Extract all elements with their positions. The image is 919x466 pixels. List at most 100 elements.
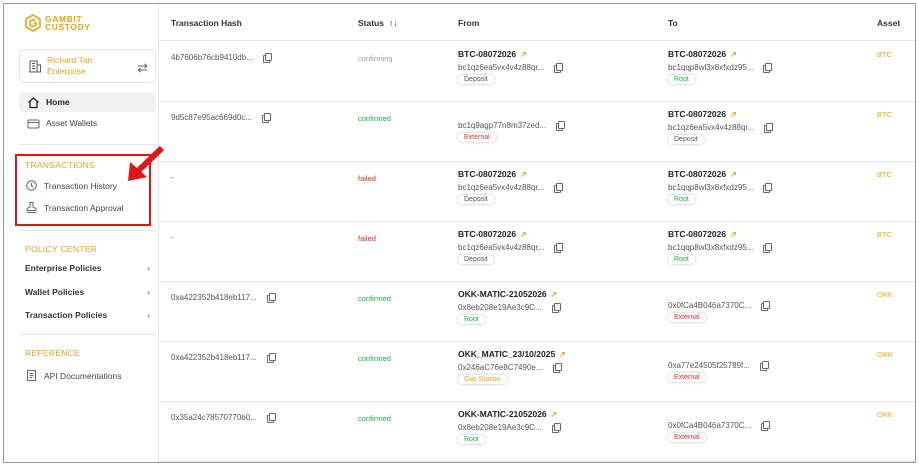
annotation-arrow-icon — [128, 145, 165, 181]
to-address: 0xa77e24505f25789f... — [668, 361, 769, 371]
sort-icon[interactable]: ↑↓ — [388, 18, 398, 28]
copy-icon[interactable] — [761, 421, 771, 431]
to-wallet-name[interactable]: BTC-08072026 ↗ — [668, 229, 771, 239]
copy-icon[interactable] — [554, 183, 564, 193]
copy-icon[interactable] — [554, 63, 564, 73]
copy-icon[interactable] — [554, 243, 564, 253]
switch-org-icon[interactable]: ⇄ — [137, 60, 148, 75]
external-link-icon[interactable]: ↗ — [559, 349, 566, 359]
from-address-text: bc1qz6ea5vx4v4z88qr... — [458, 243, 545, 252]
to-wallet-name[interactable]: BTC-08072026 ↗ — [668, 169, 771, 179]
from-address-text: bc1qz6ea5vx4v4z88qr... — [458, 63, 545, 72]
copy-icon[interactable] — [266, 413, 276, 423]
transaction-hash-text: 9d5c87e95ac669d0c... — [171, 113, 252, 122]
from-address: bc1q9agp77n8m37zed... — [458, 121, 566, 131]
transaction-hash-text: - — [171, 173, 174, 182]
from-address: 0x8eb208e19Ae3c9C... — [458, 423, 561, 433]
from-wallet-name[interactable]: OKK_MATIC_23/10/2025 ↗ — [458, 349, 566, 359]
copy-icon[interactable] — [763, 243, 773, 253]
chevron-right-icon: › — [147, 287, 150, 297]
asset-label: BTC — [877, 170, 892, 179]
header-transaction-hash: Transaction Hash — [171, 18, 242, 28]
nav-transaction-approval[interactable]: Transaction Approval — [25, 201, 124, 214]
to-address-text: 0xa77e24505f25789f... — [668, 361, 750, 370]
header-asset: Asset — [877, 18, 901, 28]
asset-label: BTC — [877, 230, 892, 239]
to-wallet-name[interactable]: BTC-08072026 ↗ — [668, 109, 772, 119]
table-row[interactable]: - failed BTC-08072026 ↗ bc1qz6ea5vx4v4z88qr.… — [159, 222, 915, 282]
transaction-hash-text: 0x35a24c78570770b0... — [171, 413, 257, 422]
from-address-text: bc1q9agp77n8m37zed... — [458, 121, 547, 130]
transaction-policies-label: Transaction Policies — [25, 310, 108, 320]
org-switcher[interactable]: Richard Tan Enterprise ⇄ — [19, 49, 156, 83]
table-row[interactable]: 0x35a24c78570770b0... confirmed OKK-MATIC-… — [159, 402, 915, 462]
copy-icon[interactable] — [261, 113, 271, 123]
wallet-icon — [27, 119, 40, 128]
status-badge: failed — [358, 174, 376, 183]
table-row[interactable]: - failed BTC-08072026 ↗ bc1qz6ea5vx4v4z88qr.… — [159, 162, 915, 222]
external-link-icon[interactable]: ↗ — [730, 109, 737, 119]
table-row[interactable]: 4b7606b76cb9410db... confirming BTC-080720… — [159, 42, 915, 102]
external-link-icon[interactable]: ↗ — [730, 49, 737, 59]
from-wallet-name[interactable]: BTC-08072026 ↗ — [458, 49, 562, 59]
table-row[interactable]: 0xa422352b418eb117... confirmed OKK-MATIC-… — [159, 282, 915, 342]
nav-wallet-policies[interactable]: Wallet Policies › — [25, 287, 150, 297]
copy-icon[interactable] — [759, 361, 769, 371]
to-address-text: bc1qqp8wl3x8xfxdz95... — [668, 243, 754, 252]
copy-icon[interactable] — [262, 53, 272, 63]
header-from: From — [458, 18, 480, 28]
to-party: 0xa77e24505f25789f... External — [668, 357, 769, 382]
home-icon — [28, 96, 39, 108]
brand-logo[interactable]: GAMBIT CUSTODY — [25, 14, 91, 32]
copy-icon[interactable] — [266, 293, 276, 303]
copy-icon[interactable] — [551, 303, 561, 313]
external-link-icon[interactable]: ↗ — [520, 169, 527, 179]
from-tag-badge: Deposit — [458, 195, 494, 204]
nav-transaction-history[interactable]: Transaction History — [25, 179, 117, 192]
nav-api-documentations[interactable]: API Documentations — [25, 369, 121, 382]
brand-name: GAMBIT CUSTODY — [45, 15, 91, 32]
copy-icon[interactable] — [266, 353, 276, 363]
copy-icon[interactable] — [552, 363, 562, 373]
external-link-icon[interactable]: ↗ — [550, 409, 558, 419]
from-wallet-name[interactable]: BTC-08072026 ↗ — [458, 169, 562, 179]
nav-home[interactable]: Home — [19, 92, 156, 112]
from-tag-badge: Deposit — [458, 255, 494, 264]
status-badge: confirmed — [358, 414, 391, 423]
copy-icon[interactable] — [763, 63, 773, 73]
transaction-hash-text: 0xa422352b418eb117... — [171, 293, 257, 302]
to-party: 0x0fCa4B046a7370C... External — [668, 417, 771, 442]
to-address: bc1qqp8wl3x8xfxdz95... — [668, 183, 773, 193]
header-status[interactable]: Status ↑↓ — [358, 18, 397, 28]
from-tag-badge: Root — [458, 435, 485, 444]
copy-icon[interactable] — [761, 301, 771, 311]
external-link-icon[interactable]: ↗ — [520, 229, 527, 239]
table-row[interactable]: 0xa422352b418eb117... confirmed OKK_MATIC_… — [159, 342, 915, 402]
chevron-right-icon: › — [147, 310, 150, 320]
copy-icon[interactable] — [551, 423, 561, 433]
table-row[interactable]: 9d5c87e95ac669d0c... confirmed bc1q9agp77n… — [159, 102, 915, 162]
nav-enterprise-policies[interactable]: Enterprise Policies › — [25, 263, 150, 273]
external-link-icon[interactable]: ↗ — [730, 229, 737, 239]
to-party: BTC-08072026 ↗ bc1qz6ea5vx4v4z88qr... Depos… — [668, 109, 774, 144]
nav-transaction-policies[interactable]: Transaction Policies › — [25, 310, 150, 320]
to-tag-badge: Root — [668, 195, 695, 204]
history-icon — [26, 180, 37, 191]
copy-icon[interactable] — [556, 121, 566, 131]
to-party: BTC-08072026 ↗ bc1qqp8wl3x8xfxdz95... Root — [668, 49, 773, 84]
external-link-icon[interactable]: ↗ — [550, 289, 558, 299]
nav-asset-wallets[interactable]: Asset Wallets — [19, 113, 156, 133]
to-address-text: 0x0fCa4B046a7370C... — [668, 301, 752, 310]
from-address: 0x246aC76e8C7490e... — [458, 363, 566, 373]
to-wallet-name[interactable]: BTC-08072026 ↗ — [668, 49, 771, 59]
from-wallet-name[interactable]: OKK-MATIC-21052026 ↗ — [458, 409, 560, 419]
copy-icon[interactable] — [763, 183, 773, 193]
external-link-icon[interactable]: ↗ — [520, 49, 527, 59]
to-address: bc1qqp8wl3x8xfxdz95... — [668, 243, 773, 253]
from-wallet-name[interactable]: BTC-08072026 ↗ — [458, 229, 562, 239]
copy-icon[interactable] — [764, 123, 774, 133]
nav-home-label: Home — [46, 97, 70, 107]
external-link-icon[interactable]: ↗ — [730, 169, 737, 179]
from-party: BTC-08072026 ↗ bc1qz6ea5vx4v4z88qr... Depos… — [458, 169, 564, 204]
from-wallet-name[interactable]: OKK-MATIC-21052026 ↗ — [458, 289, 560, 299]
